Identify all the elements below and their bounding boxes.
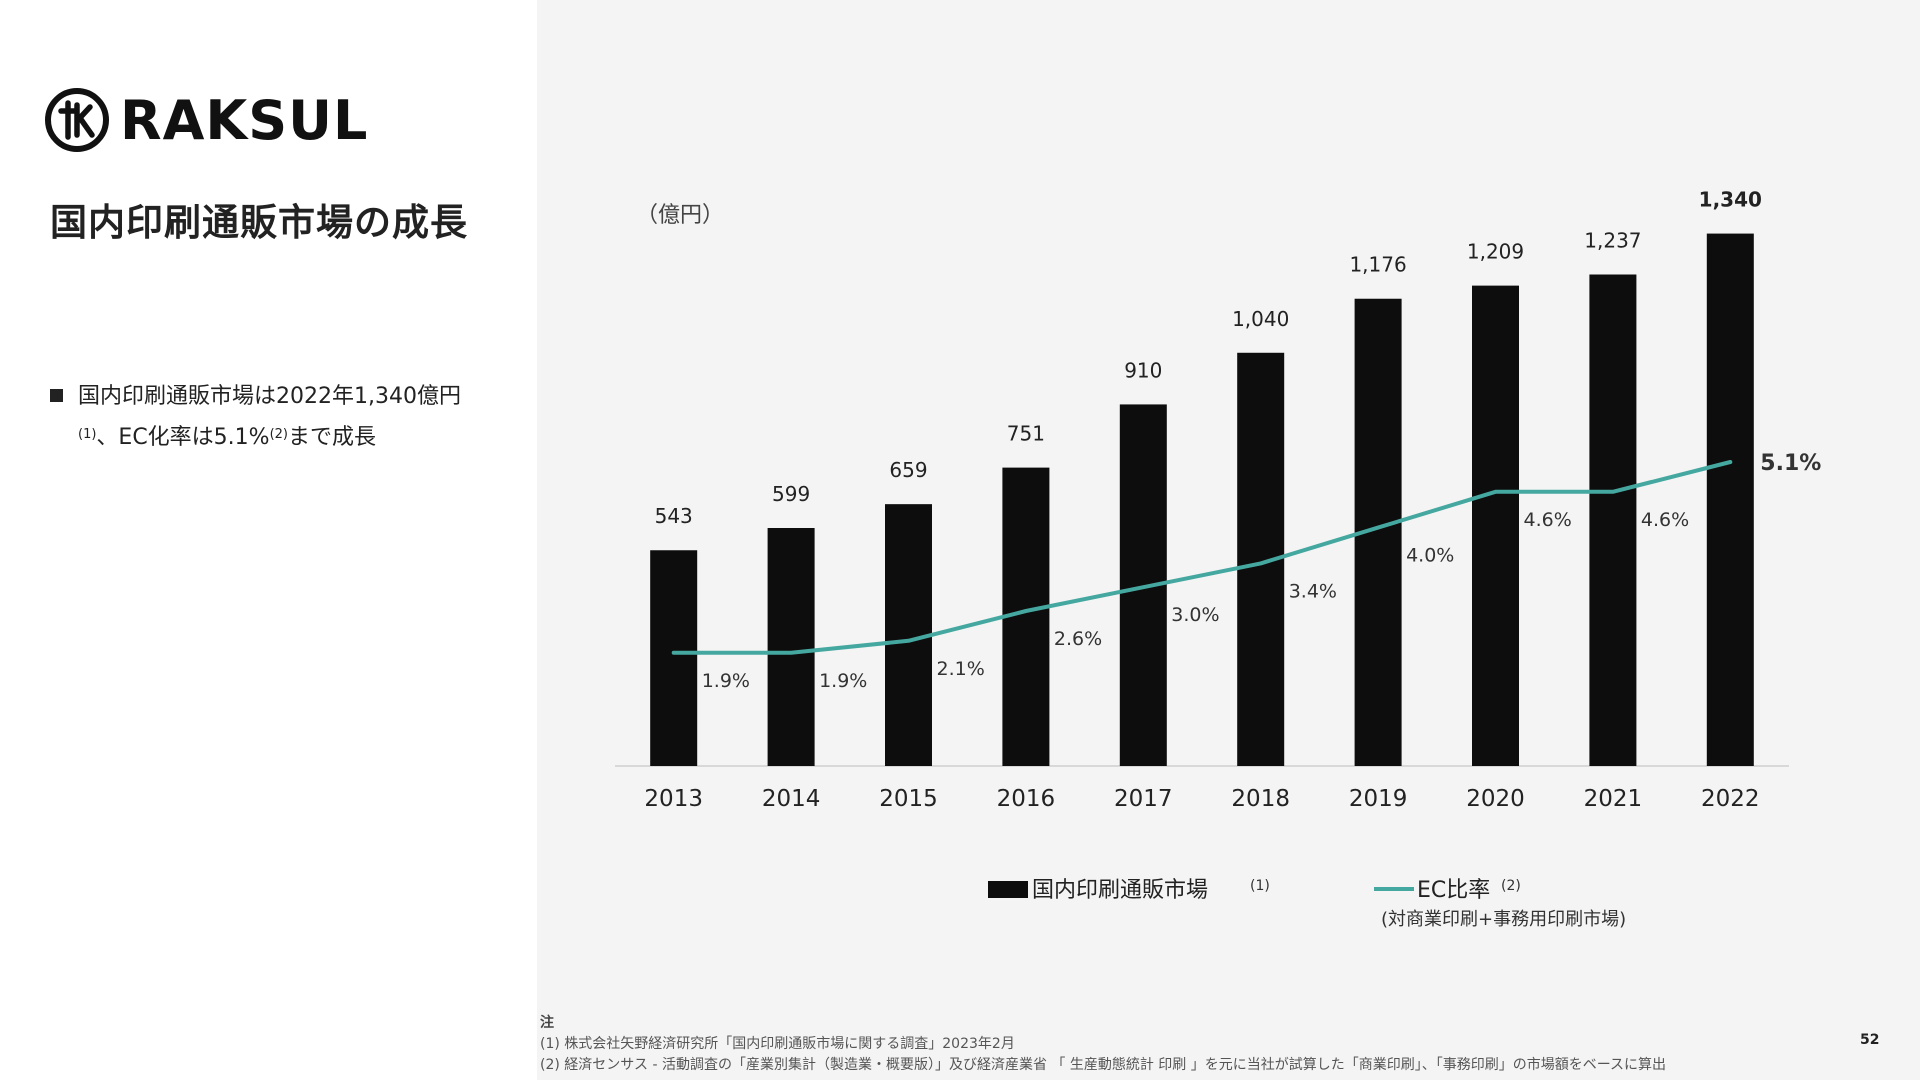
x-tick-2021: 2021 — [1584, 786, 1643, 812]
bar-2014 — [768, 528, 815, 766]
legend-line-footnote: (2) — [1501, 878, 1521, 894]
bullet-footnote-2: (2) — [270, 427, 288, 442]
ec-ratio-label-2019: 4.0% — [1406, 545, 1454, 567]
x-tick-2016: 2016 — [997, 786, 1056, 812]
raksul-logo: RAKSUL — [44, 86, 368, 154]
y-unit-label: （億円） — [636, 203, 724, 228]
ec-ratio-label-2020: 4.6% — [1524, 509, 1572, 531]
bar-value-label-2015: 659 — [889, 458, 927, 482]
bar-value-label-2013: 543 — [655, 504, 693, 528]
legend-bar-footnote: (1) — [1250, 878, 1270, 894]
bar-value-label-2020: 1,209 — [1467, 240, 1524, 264]
left-panel — [0, 0, 537, 1080]
footnotes: 注 (1) 株式会社矢野経済研究所「国内印刷通販市場に関する調査」2023年2月… — [540, 1013, 1666, 1076]
x-tick-2014: 2014 — [762, 786, 821, 812]
bar-value-label-2021: 1,237 — [1584, 228, 1641, 252]
footnotes-heading: 注 — [540, 1013, 1666, 1034]
bullet-footnote-1: (1) — [78, 427, 96, 442]
footnote-2: (2) 経済センサス - 活動調査の「産業別集計（製造業・概要版）」及び経済産業… — [540, 1055, 1666, 1076]
bullet-text-growth: まで成長 — [288, 425, 376, 450]
x-tick-2017: 2017 — [1114, 786, 1173, 812]
x-tick-2018: 2018 — [1231, 786, 1290, 812]
ec-ratio-label-2015: 2.1% — [937, 658, 985, 680]
legend-bar-label: 国内印刷通販市場 — [1032, 878, 1208, 903]
ec-ratio-label-2017: 3.0% — [1171, 604, 1219, 626]
bar-value-label-2017: 910 — [1124, 358, 1162, 382]
bar-value-label-2014: 599 — [772, 482, 810, 506]
footnote-1: (1) 株式会社矢野経済研究所「国内印刷通販市場に関する調査」2023年2月 — [540, 1034, 1666, 1055]
logo-wordmark: RAKSUL — [120, 89, 368, 152]
bar-2021 — [1589, 274, 1636, 766]
x-tick-2019: 2019 — [1349, 786, 1408, 812]
ec-ratio-label-2018: 3.4% — [1289, 580, 1337, 602]
bar-2020 — [1472, 286, 1519, 766]
page-number: 52 — [1860, 1032, 1879, 1048]
raksul-logo-mark — [44, 87, 110, 153]
x-tick-2013: 2013 — [644, 786, 703, 812]
chart-legend: 国内印刷通販市場 (1) EC比率 (2) (対商業印刷+事務用印刷市場) — [988, 878, 1626, 930]
bullet-line-1: 国内印刷通販市場は2022年1,340億円 — [78, 384, 461, 409]
ec-ratio-label-2022: 5.1% — [1760, 451, 1821, 476]
ec-ratio-label-2016: 2.6% — [1054, 628, 1102, 650]
legend-line-subtitle: (対商業印刷+事務用印刷市場) — [1381, 909, 1626, 930]
bullet-square-icon — [50, 389, 63, 402]
x-tick-2022: 2022 — [1701, 786, 1760, 812]
market-growth-chart: （億円） 543 599 659 751 910 1,040 1,176 1,209 1,237… — [537, 0, 1920, 980]
x-tick-labels: 2013 2014 2015 2016 2017 2018 2019 2020 2021 2022 — [644, 786, 1759, 812]
bullet-point: 国内印刷通販市場は2022年1,340億円 (1)、EC化率は5.1%(2)まで… — [50, 378, 490, 457]
ec-ratio-label-2021: 4.6% — [1641, 509, 1689, 531]
bar-2022 — [1707, 234, 1754, 766]
ec-ratio-label-2014: 1.9% — [819, 670, 867, 692]
legend-bar-swatch — [988, 881, 1028, 898]
page-title: 国内印刷通販市場の成長 — [50, 192, 468, 246]
bar-series — [650, 234, 1754, 766]
bar-value-label-2016: 751 — [1007, 422, 1045, 446]
bullet-text: 国内印刷通販市場は2022年1,340億円 (1)、EC化率は5.1%(2)まで… — [78, 378, 490, 457]
legend-line-label: EC比率 — [1417, 878, 1490, 903]
ec-ratio-label-2013: 1.9% — [702, 670, 750, 692]
bullet-text-ec: 、EC化率は5.1% — [96, 425, 269, 450]
bar-2013 — [650, 550, 697, 766]
bar-value-label-2019: 1,176 — [1349, 253, 1406, 277]
x-tick-2020: 2020 — [1466, 786, 1525, 812]
bar-value-label-2018: 1,040 — [1232, 307, 1289, 331]
x-tick-2015: 2015 — [879, 786, 938, 812]
bar-value-label-2022: 1,340 — [1699, 188, 1762, 212]
